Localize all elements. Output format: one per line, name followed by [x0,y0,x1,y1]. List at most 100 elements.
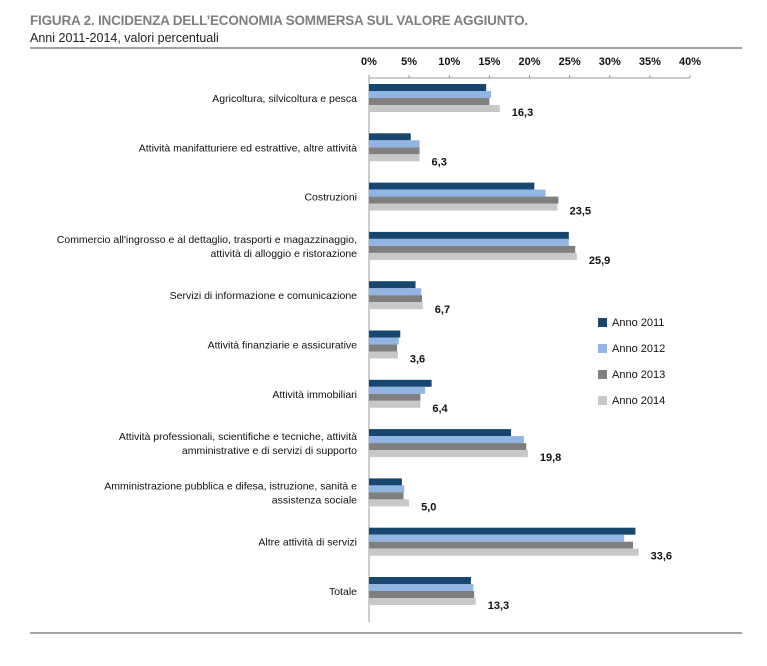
data-label: 19,8 [540,452,561,464]
category-label-line: Attività finanziarie e assicurative [208,340,358,352]
bar [369,429,512,437]
category-label-line: assistenza sociale [272,494,357,506]
category-label-line: amministrative e di servizi di supporto [182,445,357,457]
data-label: 16,3 [512,107,533,119]
figure-subtitle: Anni 2011-2014, valori percentuali [30,31,219,45]
bar [369,443,527,451]
bar [369,182,535,190]
category-labels: Agricoltura, silvicoltura e pesca Attivit… [57,93,357,598]
bar [369,189,546,197]
category-label: Attività professionali, scientifiche e t… [119,431,357,457]
data-label: 6,7 [435,304,450,316]
data-label: 23,5 [570,206,591,218]
category-label: Attività immobiliari [272,389,357,401]
category-label-line: Commercio all'ingrosso e al dettaglio, t… [57,234,357,246]
category-label: Servizi di informazione e comunicazione [170,290,357,302]
bar [369,527,636,535]
bar [369,499,410,507]
category-label: Agricoltura, silvicoltura e pesca [212,93,357,105]
category-label-line: Attività immobiliari [272,389,357,401]
bar [369,105,500,112]
category-label-line: Attività manifatturiere ed estrattive, a… [139,142,357,154]
bar [369,485,405,493]
bar [369,330,401,338]
bar [369,492,404,500]
legend-label: Anno 2012 [612,343,665,355]
bar [369,281,416,289]
bar [369,436,524,444]
data-label: 6,3 [432,156,447,168]
bar [369,91,491,98]
category-label: Totale [329,586,357,598]
x-tick-label: 25% [559,56,581,68]
bar [369,584,474,591]
bar [369,534,625,542]
data-label: 33,6 [651,551,672,563]
bar [369,140,420,148]
x-tick-label: 15% [478,56,500,68]
bar [369,379,432,387]
bar [369,295,422,303]
category-label: Attività manifatturiere ed estrattive, a… [139,142,357,154]
x-tick-label: 20% [518,56,540,68]
figure-title: FIGURA 2. INCIDENZA DELL’ECONOMIA SOMMER… [30,13,528,28]
bar [369,393,421,401]
category-label-line: attività di alloggio e ristorazione [211,248,358,260]
data-label: 13,3 [488,600,509,612]
bar [369,591,475,598]
data-label: 6,4 [432,403,448,415]
data-label: 3,6 [410,354,425,366]
bar [369,337,399,345]
category-label: Altre attività di servizi [258,537,357,549]
bar [369,203,558,211]
bar [369,288,422,296]
x-tick-label: 5% [401,56,417,68]
category-label-line: Costruzioni [304,192,357,204]
category-label-line: Attività professionali, scientifiche e t… [119,431,357,443]
category-label: Commercio all'ingrosso e al dettaglio, t… [57,234,357,260]
bar [369,450,528,458]
legend-swatch [598,318,607,327]
bar [369,548,639,556]
category-label: Costruzioni [304,192,357,204]
legend-label: Anno 2014 [612,395,665,407]
bar [369,238,569,246]
legend-label: Anno 2013 [612,369,665,381]
bar [369,344,398,352]
bar [369,351,398,359]
category-label-line: Totale [329,586,357,598]
bar [369,133,411,141]
bar [369,245,576,253]
x-tick-label: 30% [599,56,621,68]
category-label: Amministrazione pubblica e difesa, istru… [104,480,357,506]
bar [369,231,569,239]
bar [369,598,476,605]
x-tick-label: 0% [361,56,377,68]
bar [369,98,490,105]
bar [369,577,471,584]
bars-group: 16,3 6,3 23,5 25,9 6,7 3,6 6,4 19,8 5,0 33,6 13,3 [369,84,672,612]
x-tick-label: 40% [679,56,701,68]
x-tick-label: 10% [438,56,460,68]
legend: Anno 2011 Anno 2012 Anno 2013 Anno 2014 [598,317,665,407]
x-axis: 0% 5% 10% 15% 20% 25% 30% 35% 40% [361,56,701,622]
bar [369,84,487,91]
bar [369,386,426,394]
bar [369,196,559,204]
legend-label: Anno 2011 [612,317,664,329]
bar [369,147,420,155]
category-label-line: Servizi di informazione e comunicazione [170,290,357,302]
bar [369,478,402,486]
data-label: 5,0 [421,501,436,513]
data-label: 25,9 [589,255,610,267]
legend-swatch [598,396,607,405]
category-label-line: Altre attività di servizi [258,537,357,549]
category-label-line: Agricoltura, silvicoltura e pesca [212,93,357,105]
bar [369,400,421,408]
x-tick-label: 35% [639,56,661,68]
bar [369,154,420,162]
legend-swatch [598,344,607,353]
legend-swatch [598,370,607,379]
bar [369,541,634,549]
